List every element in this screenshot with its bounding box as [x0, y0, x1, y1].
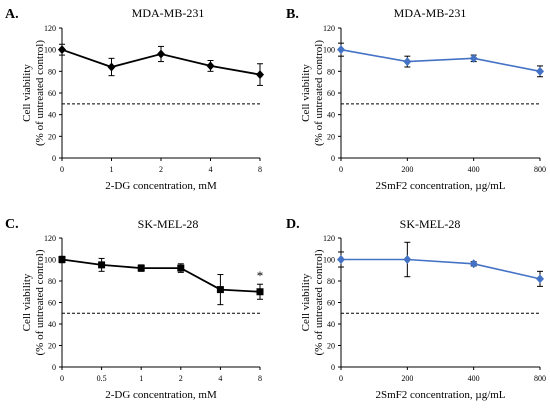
data-point	[256, 288, 264, 296]
data-point	[536, 274, 544, 284]
data-point	[177, 264, 185, 272]
data-point	[58, 256, 66, 263]
y-axis-label: Cell viability	[21, 273, 33, 331]
x-tick-label: 0	[60, 165, 64, 174]
y-tick-label: 80	[48, 277, 56, 286]
x-tick-label: 8	[258, 165, 262, 174]
y-axis-label: Cell viability	[300, 64, 312, 122]
y-tick-label: 20	[48, 132, 56, 141]
series-line	[341, 258, 541, 280]
x-tick-label: 1	[139, 374, 143, 383]
data-point	[469, 53, 478, 63]
x-tick-label: 4	[209, 165, 213, 174]
chart-title: MDA-MB-231	[132, 6, 205, 20]
y-axis-label-units: (% of untreated control)	[34, 40, 46, 146]
data-point	[536, 66, 544, 76]
y-tick-label: 20	[327, 132, 335, 141]
y-tick-label: 120	[44, 24, 56, 33]
x-tick-label: 200	[401, 374, 413, 383]
x-tick-label: 200	[401, 165, 413, 174]
x-axis-label: 2-DG concentration, mM	[105, 389, 217, 401]
series-line	[61, 258, 261, 293]
data-point	[98, 261, 106, 269]
y-axis-label-units: (% of untreated control)	[313, 249, 325, 355]
y-tick-label: 40	[48, 111, 56, 120]
panel-d: D. SK-MEL-28 0 20 40 60 80 100 120 0 200 400 800 2SmF…	[286, 217, 546, 401]
y-tick-label: 20	[327, 342, 335, 351]
data-point	[157, 49, 165, 59]
x-tick-label: 2	[179, 374, 183, 383]
chart-title: SK-MEL-28	[400, 217, 461, 231]
panel-label: D.	[286, 217, 300, 232]
data-point	[403, 57, 412, 67]
x-tick-label: 400	[468, 374, 480, 383]
data-point	[337, 255, 345, 264]
y-tick-label: 80	[327, 277, 335, 286]
data-point	[403, 255, 412, 264]
y-tick-label: 120	[44, 234, 56, 243]
y-tick-label: 40	[327, 320, 335, 329]
y-tick-label: 20	[48, 342, 56, 351]
x-axis-label: 2SmF2 concentration, µg/mL	[375, 180, 505, 192]
data-point	[107, 62, 116, 72]
panel-a: A. MDA-MB-231 0 20 40 60 80 100 120 0 1 2 4 8 2-DG con…	[5, 6, 264, 192]
x-axis-label: 2SmF2 concentration, µg/mL	[375, 389, 505, 401]
x-tick-label: 4	[218, 374, 222, 383]
panel-label: B.	[286, 7, 299, 22]
y-tick-label: 60	[48, 89, 56, 98]
y-tick-label: 60	[48, 299, 56, 308]
significance-marker: *	[257, 268, 264, 283]
data-point	[216, 286, 224, 294]
y-tick-label: 80	[327, 67, 335, 76]
y-tick-label: 0	[52, 154, 56, 163]
x-tick-label: 0	[339, 165, 343, 174]
panel-label: A.	[5, 7, 19, 22]
y-tick-label: 60	[327, 299, 335, 308]
data-point	[137, 264, 145, 272]
y-tick-label: 0	[52, 363, 56, 372]
y-tick-label: 0	[331, 363, 335, 372]
chart-title: SK-MEL-28	[138, 217, 199, 231]
y-tick-label: 80	[48, 67, 56, 76]
y-axis-label: Cell viability	[300, 273, 312, 331]
panel-label: C.	[5, 217, 19, 232]
x-axis-label: 2-DG concentration, mM	[105, 180, 217, 192]
y-tick-label: 40	[327, 111, 335, 120]
y-axis-label: Cell viability	[21, 64, 33, 122]
data-point	[469, 259, 478, 269]
y-tick-label: 120	[323, 234, 335, 243]
x-tick-label: 2	[159, 165, 163, 174]
y-tick-label: 100	[323, 256, 335, 265]
panel-b: B. MDA-MB-231 0 20 40 60 80 100 120 0 200 400 800 2Sm…	[286, 6, 546, 192]
y-tick-label: 100	[44, 256, 56, 265]
x-tick-label: 0	[339, 374, 343, 383]
x-tick-label: 0	[60, 374, 64, 383]
panel-c: C. SK-MEL-28 0 20 40 60 80 100 120 0 0.5 1 2 4 8 2-DG c…	[5, 217, 264, 401]
y-tick-label: 40	[48, 320, 56, 329]
x-tick-label: 800	[534, 374, 546, 383]
data-point	[337, 45, 345, 55]
y-axis-label-units: (% of untreated control)	[34, 249, 46, 355]
x-tick-label: 800	[534, 165, 546, 174]
y-tick-label: 0	[331, 154, 335, 163]
data-point	[206, 61, 215, 71]
x-tick-label: 400	[468, 165, 480, 174]
data-point	[58, 45, 66, 55]
x-tick-label: 1	[110, 165, 114, 174]
series-line	[340, 48, 541, 73]
x-tick-label: 8	[258, 374, 262, 383]
y-tick-label: 120	[323, 24, 335, 33]
x-tick-label: 0.5	[97, 374, 107, 383]
chart-title: MDA-MB-231	[394, 6, 467, 20]
y-tick-label: 60	[327, 89, 335, 98]
y-axis-label-units: (% of untreated control)	[313, 40, 325, 146]
data-point	[256, 70, 264, 80]
y-tick-label: 100	[44, 46, 56, 55]
y-tick-label: 100	[323, 46, 335, 55]
